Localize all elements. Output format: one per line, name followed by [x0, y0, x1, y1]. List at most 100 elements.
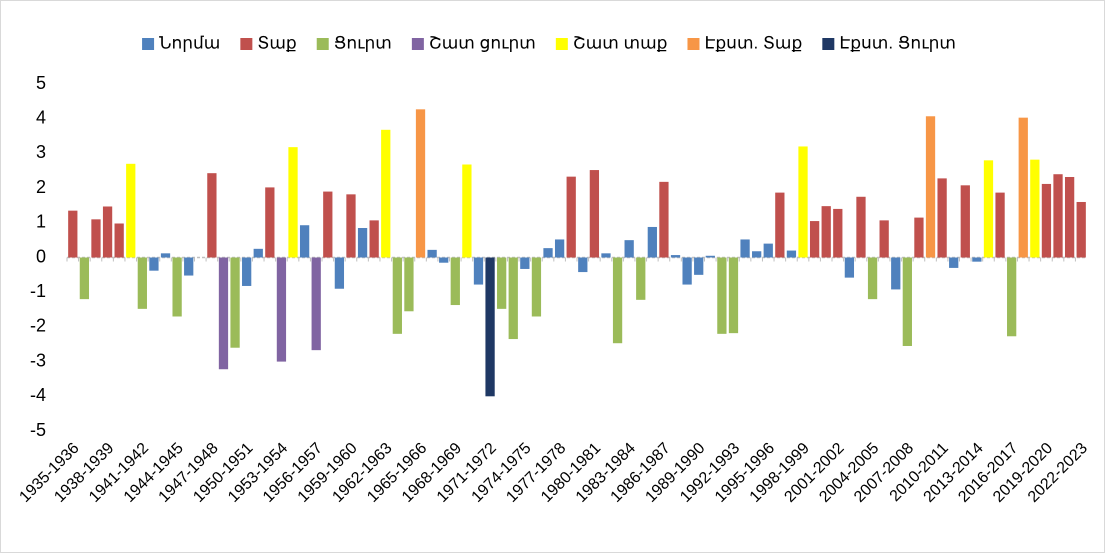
bar: [717, 257, 727, 334]
bar: [937, 178, 947, 258]
y-tick-label: -3: [30, 350, 46, 370]
bar: [856, 196, 866, 258]
bar: [891, 257, 901, 290]
bar: [311, 257, 321, 351]
bar: [960, 185, 970, 258]
bar: [288, 147, 298, 258]
legend-swatch: [240, 38, 253, 50]
bar: [682, 257, 692, 285]
legend-swatch: [411, 38, 424, 50]
bar: [1041, 183, 1052, 258]
bar: [265, 187, 275, 258]
bar: [508, 257, 518, 340]
bar: [844, 257, 855, 278]
bar: [497, 257, 507, 309]
bar: [867, 257, 878, 300]
legend-label: Շատ տաք: [573, 33, 668, 52]
bar: [450, 257, 460, 306]
bar: [415, 109, 426, 258]
bar: [670, 255, 681, 258]
bar: [126, 163, 136, 258]
bar: [578, 257, 588, 273]
bar: [334, 257, 345, 289]
bar: [207, 173, 217, 258]
bar: [728, 257, 739, 334]
y-tick-label: 4: [36, 107, 46, 127]
bar: [554, 239, 565, 258]
legend-swatch: [822, 38, 835, 50]
bar: [624, 240, 634, 258]
bar: [601, 253, 611, 258]
bar: [925, 116, 936, 258]
legend-label: Էքստ. Ցուրտ: [839, 33, 956, 52]
bar: [636, 257, 646, 300]
bar: [404, 257, 414, 312]
bar: [589, 170, 600, 258]
legend-label: Ցուրտ: [334, 33, 392, 52]
bar: [1007, 257, 1017, 337]
bar: [172, 257, 182, 317]
bar: [1030, 159, 1040, 258]
bar: [299, 225, 310, 258]
y-tick-label: -2: [30, 316, 46, 336]
bar: [91, 219, 101, 258]
bar: [68, 210, 78, 258]
y-tick-label: -4: [30, 385, 46, 405]
bar: [1018, 117, 1028, 258]
legend-label: Էքստ. Տաք: [704, 33, 802, 52]
bar: [752, 251, 762, 258]
legend-label: Շատ ցուրտ: [429, 33, 536, 52]
bar: [346, 194, 356, 258]
bar: [323, 191, 333, 258]
bar: [879, 220, 889, 258]
bar: [659, 181, 669, 258]
bar: [775, 192, 785, 258]
legend-label: Նորմա: [159, 33, 220, 52]
legend-swatch: [687, 38, 700, 50]
bar: [485, 257, 495, 397]
bar: [392, 257, 402, 334]
bar: [160, 253, 171, 258]
bar: [821, 206, 831, 258]
bar: [520, 257, 530, 269]
bar: [566, 176, 576, 258]
bar: [276, 257, 287, 362]
bar: [1064, 176, 1075, 258]
bar: [357, 228, 368, 258]
bar: [427, 249, 437, 258]
legend-swatch: [316, 38, 329, 50]
bar: [983, 160, 994, 258]
y-tick-label: 5: [36, 73, 46, 93]
bar: [914, 217, 924, 258]
bar: [949, 257, 959, 268]
bar: [833, 208, 843, 258]
bar: [786, 250, 797, 258]
bar: [543, 248, 553, 258]
bar: [149, 257, 159, 271]
bar: [902, 257, 912, 346]
bar: [694, 257, 704, 275]
bar: [647, 226, 657, 258]
bar: [369, 220, 379, 258]
y-tick-label: -5: [30, 420, 46, 440]
bar: [102, 206, 113, 258]
y-tick-label: 0: [36, 246, 46, 266]
legend-swatch: [555, 38, 568, 50]
bar: [798, 146, 808, 258]
bar: [79, 257, 90, 300]
bar: [531, 257, 542, 317]
bar: [612, 257, 623, 344]
bar: [740, 239, 750, 258]
bar: [253, 248, 263, 258]
legend-swatch: [142, 38, 155, 50]
bar: [230, 257, 240, 348]
y-tick-label: -1: [30, 281, 46, 301]
bar: [184, 257, 194, 276]
y-tick-label: 3: [36, 142, 46, 162]
bar: [473, 257, 484, 285]
bar: [705, 255, 715, 258]
y-tick-label: 2: [36, 177, 46, 197]
bar: [1076, 201, 1086, 258]
